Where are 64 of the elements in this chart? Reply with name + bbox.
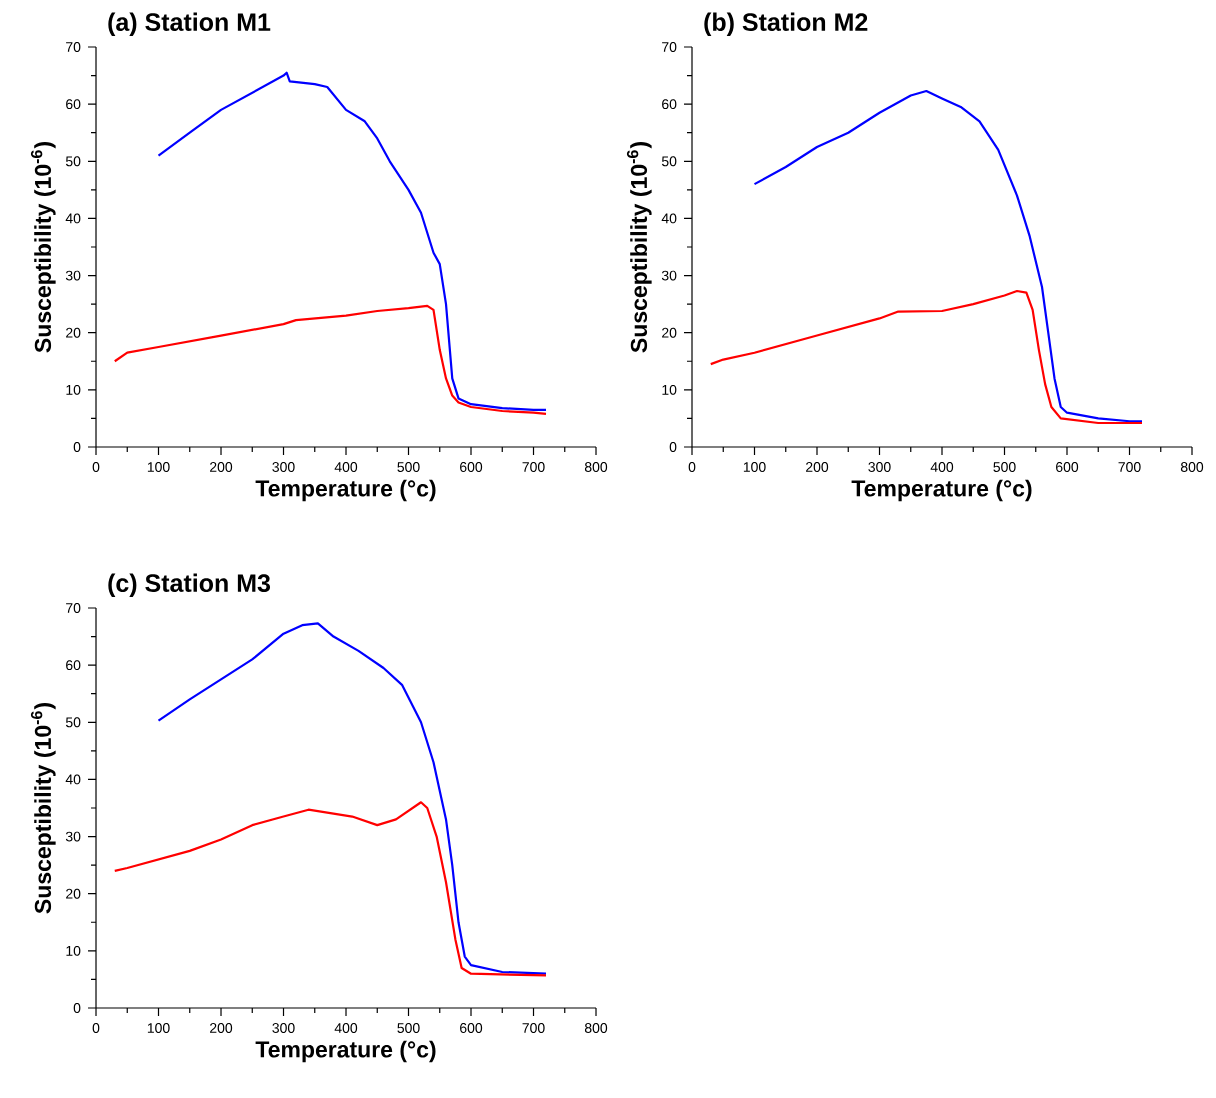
x-tick-label: 500	[397, 1023, 420, 1033]
y-tick-label: 0	[73, 442, 81, 452]
x-tick-label: 500	[397, 462, 420, 472]
y-tick-label: 0	[73, 1003, 81, 1013]
x-tick-label: 400	[930, 462, 954, 472]
line-series	[113, 304, 548, 415]
x-tick-label: 700	[522, 1023, 545, 1033]
x-tick-label: 600	[460, 1023, 483, 1033]
y-tick-label: 70	[662, 42, 677, 52]
y-tick-label: 60	[66, 660, 81, 671]
x-tick-label: 200	[210, 462, 233, 472]
x-tick-label: 800	[584, 1023, 608, 1033]
x-axis-title: Temperature (°c)	[255, 479, 436, 502]
y-tick-label: 40	[65, 774, 81, 785]
x-tick-label: 700	[1118, 462, 1141, 472]
x-tick-label: 0	[92, 462, 100, 472]
line-series	[709, 289, 1144, 425]
x-tick-label: 600	[1056, 462, 1079, 472]
y-tick-label: 50	[65, 156, 81, 167]
chart-title: (a) Station M1	[108, 12, 271, 36]
x-tick-label: 100	[743, 462, 766, 472]
x-axis-title: Temperature (°c)	[255, 1040, 436, 1063]
y-axis-title: Susceptibility (10$^{-6}$)	[30, 142, 56, 353]
y-tick-label: 50	[661, 156, 677, 167]
y-tick-label: 0	[669, 442, 677, 452]
x-tick-label: 400	[334, 1023, 358, 1033]
y-tick-label: 10	[66, 384, 81, 395]
y-tick-label: 40	[661, 213, 677, 224]
y-tick-label: 70	[66, 603, 81, 613]
x-tick-label: 300	[868, 462, 891, 472]
y-tick-label: 10	[66, 945, 81, 956]
x-tick-label: 300	[272, 1023, 295, 1033]
x-tick-label: 600	[460, 462, 483, 472]
x-tick-label: 200	[806, 462, 829, 472]
x-tick-label: 200	[210, 1023, 233, 1033]
y-axis-title: Susceptibility (10$^{-6}$)	[626, 142, 652, 353]
x-tick-label: 700	[522, 462, 545, 472]
y-tick-label: 20	[66, 888, 81, 899]
chart-title: (c) Station M3	[108, 573, 271, 597]
y-tick-label: 10	[662, 384, 677, 395]
y-tick-label: 30	[65, 831, 81, 842]
x-tick-label: 100	[147, 1023, 170, 1033]
chart-title: (b) Station M2	[704, 12, 868, 36]
y-tick-label: 60	[662, 99, 677, 110]
x-tick-label: 0	[92, 1023, 100, 1033]
y-tick-label: 70	[66, 42, 81, 52]
y-tick-label: 20	[662, 327, 677, 338]
x-tick-label: 300	[272, 462, 295, 472]
line-series	[753, 89, 1144, 423]
x-tick-label: 100	[147, 462, 170, 472]
y-axis-title: Susceptibility (10$^{-6}$)	[30, 703, 56, 914]
x-tick-label: 400	[334, 462, 358, 472]
y-tick-label: 20	[66, 327, 81, 338]
x-tick-label: 0	[688, 462, 696, 472]
x-axis-title: Temperature (°c)	[851, 479, 1032, 502]
y-tick-label: 30	[65, 270, 81, 281]
x-tick-label: 800	[584, 462, 608, 472]
y-tick-label: 60	[66, 99, 81, 110]
y-tick-label: 40	[65, 213, 81, 224]
y-tick-label: 30	[661, 270, 677, 281]
y-tick-label: 50	[65, 717, 81, 728]
line-series	[157, 622, 548, 975]
x-tick-label: 800	[1180, 462, 1204, 472]
x-tick-label: 500	[993, 462, 1016, 472]
